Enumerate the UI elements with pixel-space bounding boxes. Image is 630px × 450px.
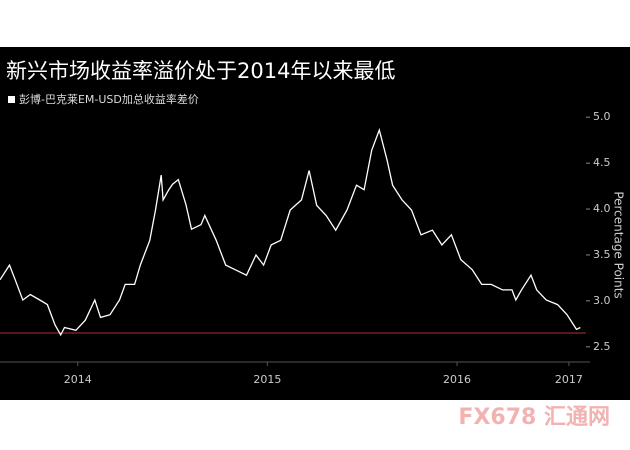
legend-swatch xyxy=(8,96,15,103)
y-tick-label: 4.0 xyxy=(593,202,611,215)
y-tick-label: 2.5 xyxy=(593,340,611,353)
series-line xyxy=(0,127,581,337)
x-tick-label: 2014 xyxy=(64,373,92,386)
watermark: FX678 汇通网 xyxy=(458,405,610,430)
y-axis-label: Percentage Points xyxy=(612,191,626,298)
x-tick-label: 2017 xyxy=(555,373,583,386)
chart-panel xyxy=(0,47,630,400)
x-tick-label: 2016 xyxy=(443,373,471,386)
y-tick-label: 4.5 xyxy=(593,156,611,169)
x-tick-label: 2015 xyxy=(253,373,281,386)
y-tick-label: 5.0 xyxy=(593,110,611,123)
legend-label: 彭博-巴克莱EM-USD加总收益率差价 xyxy=(19,92,199,106)
y-tick-label: 3.0 xyxy=(593,294,611,307)
y-tick-label: 3.5 xyxy=(593,248,611,261)
chart-title: 新兴市场收益率溢价处于2014年以来最低 xyxy=(6,59,395,83)
